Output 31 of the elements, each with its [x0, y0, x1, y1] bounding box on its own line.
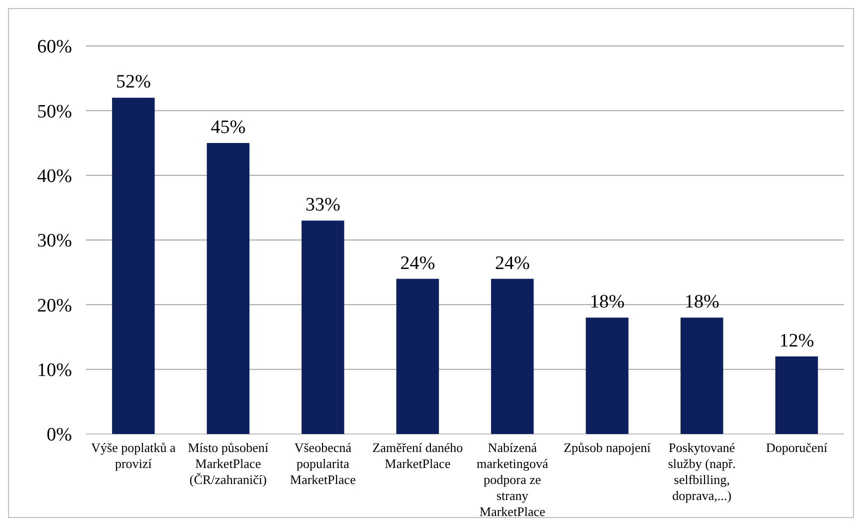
- y-tick-label: 60%: [37, 36, 72, 58]
- data-label: 33%: [305, 194, 340, 216]
- x-tick-label: Nabízená marketingová podpora ze strany MarketPlace: [476, 440, 548, 519]
- x-tick-label: Místo působení MarketPlace (ČR/zahraničí): [188, 440, 269, 487]
- y-tick-label: 40%: [37, 166, 72, 187]
- x-tick-label: Poskytované služby (např. selfbilling, doprava,...): [668, 440, 736, 503]
- x-tick-label: Zaměření daného MarketPlace: [372, 440, 463, 471]
- bar: [491, 278, 534, 434]
- y-tick-label: 10%: [37, 360, 72, 381]
- data-label: 24%: [400, 252, 436, 274]
- data-label: 52%: [116, 72, 151, 93]
- bar: [206, 143, 250, 434]
- y-tick-label: 20%: [37, 295, 72, 316]
- y-tick-label: 30%: [37, 230, 72, 252]
- x-tick-label: Výše poplatků a provizí: [91, 440, 176, 471]
- y-tick-label: 0%: [46, 424, 72, 446]
- bar: [396, 278, 439, 434]
- x-tick-label: Všeobecná popularita MarketPlace: [290, 440, 356, 487]
- x-tick-label: Způsob napojení: [564, 440, 652, 455]
- bar: [112, 98, 155, 434]
- bar: [586, 318, 628, 434]
- data-label: 12%: [779, 330, 814, 352]
- bar: [775, 356, 818, 434]
- x-tick-label: Doporučení: [766, 440, 828, 455]
- data-label: 18%: [684, 292, 720, 313]
- bar: [680, 318, 724, 434]
- data-label: 18%: [590, 292, 625, 313]
- bar: [302, 220, 344, 434]
- data-label: 45%: [210, 117, 246, 138]
- y-tick-label: 50%: [37, 101, 72, 122]
- data-label: 24%: [494, 252, 530, 274]
